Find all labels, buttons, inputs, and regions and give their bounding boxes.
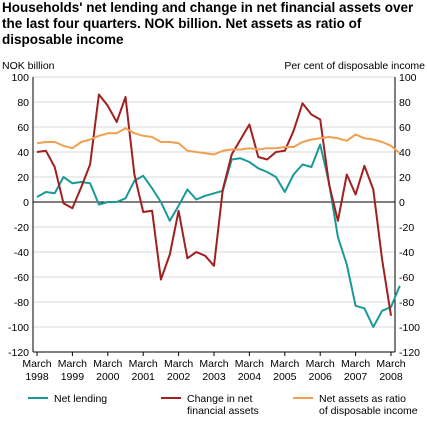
y-tick-label-left: 80 bbox=[17, 97, 29, 109]
y-tick-label-left: -20 bbox=[14, 222, 29, 234]
y-axis-right-ticks: 100 80 60 40 20 0 -20 -40 -60 -80 -100 -120 bbox=[399, 72, 420, 359]
x-tick-label-year: 2002 bbox=[167, 371, 191, 383]
x-tick-label-year: 2005 bbox=[273, 371, 297, 383]
x-tick-label-year: 1998 bbox=[25, 371, 49, 383]
y-tick-label-right: 80 bbox=[399, 97, 411, 109]
y-axis-left-ticks: 100 80 60 40 20 0 -20 -40 -60 -80 -100 -120 bbox=[8, 72, 29, 359]
x-tick-label-month: March bbox=[22, 358, 51, 370]
x-tick-label-month: March bbox=[58, 358, 87, 370]
x-axis-ticks: March1998March1999March2000March2001Marc… bbox=[22, 352, 406, 383]
y-tick-label-right: -40 bbox=[399, 247, 414, 259]
y-tick-label-left: -40 bbox=[14, 247, 29, 259]
net-assets-ratio-line bbox=[36, 127, 401, 156]
x-tick-label-year: 2003 bbox=[202, 371, 226, 383]
y-tick-label-right: -20 bbox=[399, 222, 414, 234]
y-tick-label-left: 40 bbox=[17, 147, 29, 159]
x-tick-label-month: March bbox=[306, 358, 335, 370]
x-tick-label-year: 2007 bbox=[344, 371, 368, 383]
legend-item-net-lending: Net lending bbox=[28, 393, 107, 405]
y-tick-label-left: -120 bbox=[8, 347, 29, 359]
x-tick-label-year: 2008 bbox=[379, 371, 403, 383]
y-tick-label-right: 20 bbox=[399, 172, 411, 184]
x-tick-label-month: March bbox=[235, 358, 264, 370]
plot-frame bbox=[32, 77, 396, 353]
x-tick-label-year: 2004 bbox=[238, 371, 262, 383]
y-tick-label-right: 0 bbox=[399, 197, 405, 209]
x-tick-label-month: March bbox=[341, 358, 370, 370]
legend-label: financial assets bbox=[187, 405, 259, 417]
legend-label: Net assets as ratio bbox=[319, 393, 406, 405]
y-tick-label-left: -80 bbox=[14, 297, 29, 309]
y-tick-label-left: 60 bbox=[17, 122, 29, 134]
x-tick-label-month: March bbox=[129, 358, 158, 370]
x-tick-label-month: March bbox=[376, 358, 405, 370]
legend-label: Net lending bbox=[54, 393, 107, 405]
x-tick-label-month: March bbox=[270, 358, 299, 370]
x-tick-label-year: 2006 bbox=[309, 371, 333, 383]
x-tick-label-year: 2000 bbox=[96, 371, 120, 383]
x-tick-label-year: 2001 bbox=[132, 371, 156, 383]
y-tick-label-right: -80 bbox=[399, 297, 414, 309]
x-tick-label-year: 1999 bbox=[61, 371, 85, 383]
y-axis-right-title: Per cent of disposable income bbox=[284, 60, 425, 72]
y-tick-label-right: -100 bbox=[399, 322, 420, 334]
legend-label: of disposable income bbox=[319, 405, 418, 417]
net-lending-line bbox=[36, 143, 401, 328]
x-tick-label-month: March bbox=[164, 358, 193, 370]
y-tick-label-left: 20 bbox=[17, 172, 29, 184]
change-net-financial-assets-line bbox=[36, 93, 392, 316]
gridlines bbox=[33, 76, 395, 353]
legend-label: Change in net bbox=[187, 393, 252, 405]
y-tick-label-right: 100 bbox=[399, 72, 417, 84]
y-tick-label-left: -60 bbox=[14, 272, 29, 284]
y-tick-label-left: 100 bbox=[11, 72, 29, 84]
y-tick-label-right: -120 bbox=[399, 347, 420, 359]
y-tick-label-right: -60 bbox=[399, 272, 414, 284]
x-tick-label-month: March bbox=[93, 358, 122, 370]
y-tick-label-left: 0 bbox=[23, 197, 29, 209]
y-tick-label-right: 60 bbox=[399, 122, 411, 134]
y-tick-label-right: 40 bbox=[399, 147, 411, 159]
x-tick-label-month: March bbox=[199, 358, 228, 370]
y-axis-left-title: NOK billion bbox=[2, 60, 55, 72]
series-lines bbox=[36, 93, 401, 328]
y-tick-label-left: -100 bbox=[8, 322, 29, 334]
chart-title: Households' net lending and change in ne… bbox=[2, 0, 414, 47]
